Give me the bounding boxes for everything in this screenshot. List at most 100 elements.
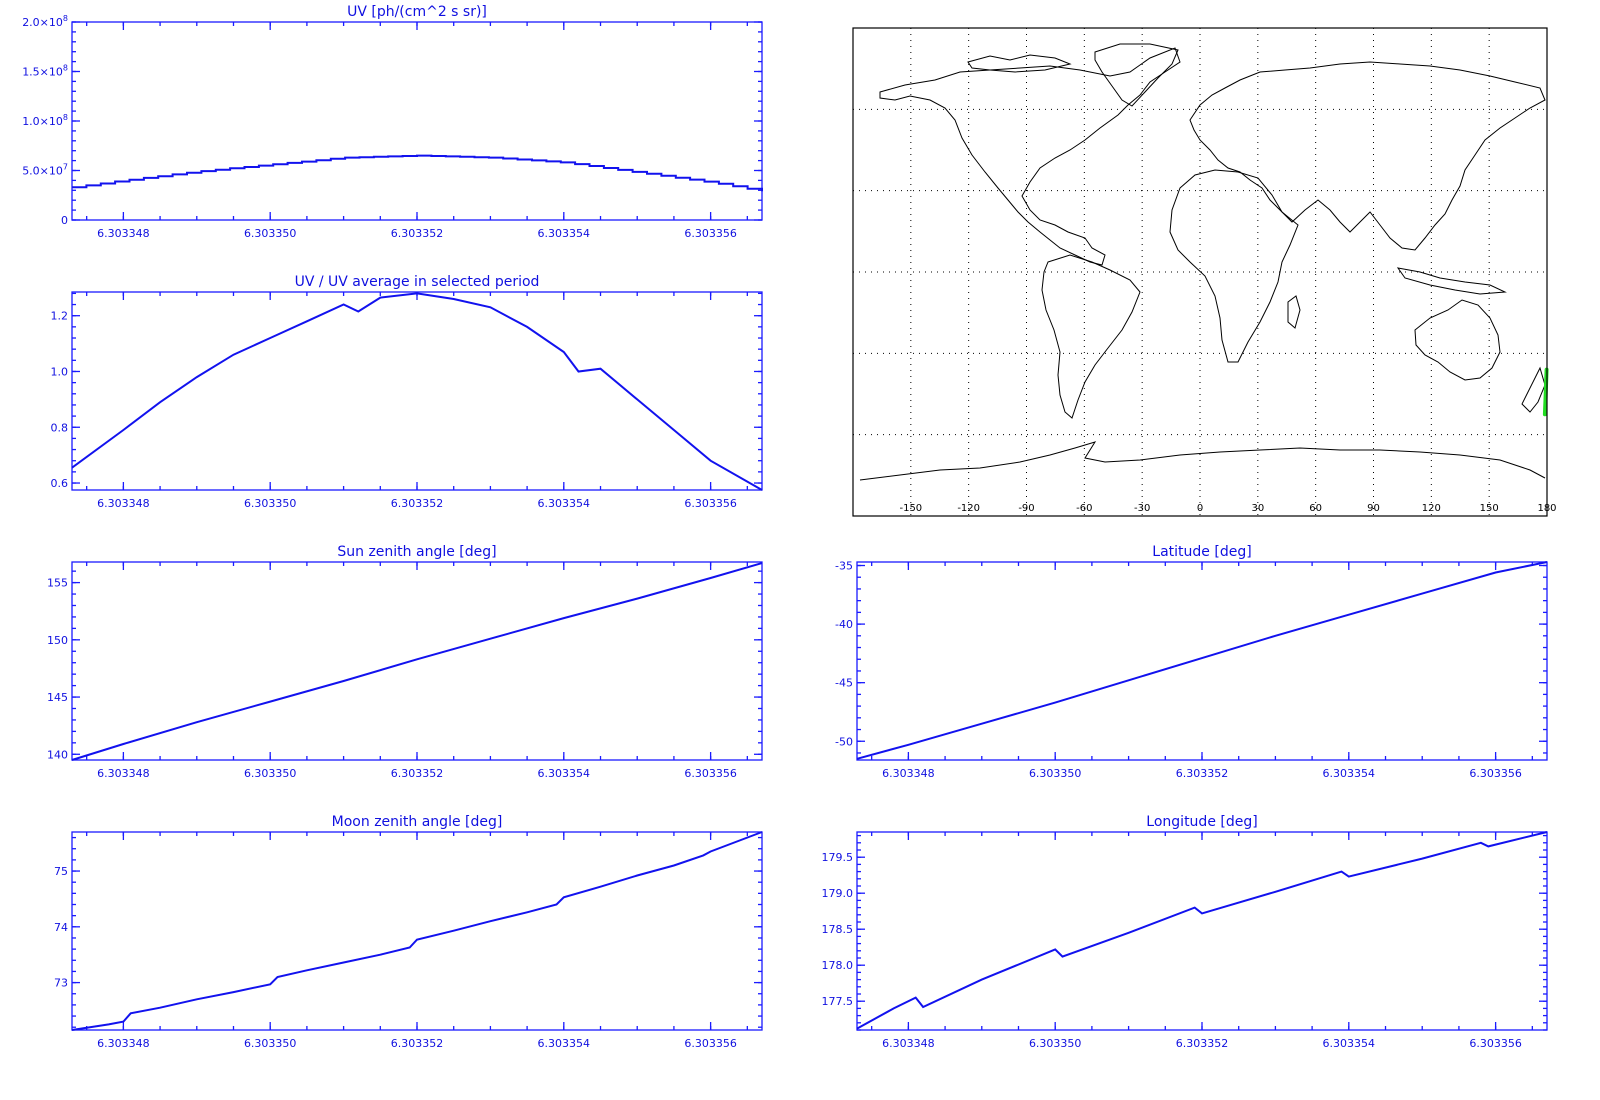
longitude-tick-label: 120: [1422, 503, 1441, 514]
x-tick-label: 6.303352: [1176, 767, 1229, 780]
y-tick-label: -45: [835, 677, 853, 690]
data-series-line: [71, 562, 763, 761]
y-tick-label: 1.5×108: [22, 64, 68, 79]
x-tick-label: 6.303348: [97, 767, 150, 780]
plot-frame: [856, 831, 1548, 1031]
coastlines: [859, 43, 1546, 481]
x-tick-label: 6.303356: [684, 497, 737, 510]
x-tick-label: 6.303348: [97, 497, 150, 510]
x-tick-label: 6.303356: [684, 227, 737, 240]
longitude-tick-label: -150: [899, 503, 922, 514]
uv-chart: UV [ph/(cm^2 s sr)] 6.303348 6.303350 6.303…: [22, 4, 763, 240]
x-tick-label: 6.303350: [244, 227, 297, 240]
y-tick-exponent: 8: [63, 14, 68, 23]
x-tick-label: 6.303356: [1469, 1037, 1522, 1050]
x-tick-label: 6.303354: [1323, 1037, 1376, 1050]
y-tick-label: 1.0: [51, 365, 69, 378]
y-tick-base: 1.0×10: [22, 115, 63, 128]
data-series-line: [71, 831, 763, 1031]
coastline-australia: [1414, 299, 1501, 381]
y-tick-label: 75: [54, 865, 68, 878]
y-tick-label: 178.0: [822, 959, 854, 972]
x-tick-label: 6.303354: [538, 227, 591, 240]
chart-title: Sun zenith angle [deg]: [337, 544, 496, 560]
x-tick-label: 6.303352: [391, 1037, 444, 1050]
y-tick-label: -35: [835, 560, 853, 573]
y-tick-label: 178.5: [822, 923, 854, 936]
x-tick-label: 6.303348: [882, 1037, 935, 1050]
y-tick-label: 0: [61, 214, 68, 227]
x-tick-label: 6.303348: [97, 1037, 150, 1050]
longitude-tick-label: -90: [1018, 503, 1034, 514]
y-tick-label: 1.2: [51, 310, 69, 323]
y-tick-label: 74: [54, 921, 68, 934]
y-tick-label: 179.5: [822, 851, 854, 864]
longitude-tick-label: -120: [957, 503, 980, 514]
x-tick-label: 6.303348: [97, 227, 150, 240]
x-tick-label: 6.303350: [1029, 767, 1082, 780]
y-tick-label: -50: [835, 735, 853, 748]
plot-frame: [71, 831, 763, 1031]
y-tick-label: 73: [54, 977, 68, 990]
y-tick-label: 179.0: [822, 887, 854, 900]
y-tick-base: 5.0×10: [22, 165, 63, 178]
x-tick-label: 6.303352: [391, 227, 444, 240]
y-tick-label: 0.8: [51, 421, 69, 434]
coastline-arctic-islands: [967, 54, 1072, 73]
y-tick-label: 2.0×108: [22, 14, 68, 29]
latitude-chart: Latitude [deg] 6.303348 6.303350 6.303352 6.…: [835, 544, 1548, 780]
data-series-line: [72, 154, 763, 192]
x-tick-label: 6.303356: [1469, 767, 1522, 780]
data-series-line: [856, 561, 1548, 760]
longitude-tick-label: -60: [1076, 503, 1092, 514]
longitude-tick-label: 0: [1197, 503, 1203, 514]
y-tick-exponent: 7: [63, 163, 68, 172]
y-tick-base: 0: [61, 214, 68, 227]
y-tick-label: -40: [835, 618, 853, 631]
data-series-line: [71, 292, 763, 491]
orbit-track: [1542, 367, 1549, 417]
chart-title: Longitude [deg]: [1146, 814, 1257, 830]
longitude-tick-label: 90: [1367, 503, 1380, 514]
longitude-tick-label: -30: [1134, 503, 1150, 514]
y-tick-label: 145: [47, 691, 68, 704]
x-tick-label: 6.303348: [882, 767, 935, 780]
y-tick-label: 1.0×108: [22, 113, 68, 128]
longitude-tick-label: 30: [1251, 503, 1264, 514]
coastline-south-america: [1041, 254, 1141, 419]
coastline-africa: [1169, 169, 1299, 363]
coastline-greenland: [1094, 43, 1179, 107]
x-tick-label: 6.303354: [1323, 767, 1376, 780]
y-tick-label: 177.5: [822, 995, 854, 1008]
x-tick-label: 6.303352: [391, 767, 444, 780]
coastline-madagascar: [1287, 295, 1301, 329]
y-tick-label: 155: [47, 577, 68, 590]
chart-title: Moon zenith angle [deg]: [332, 814, 503, 830]
sun-zenith-chart: Sun zenith angle [deg] 6.303348 6.303350 6.…: [47, 544, 763, 780]
chart-title: UV [ph/(cm^2 s sr)]: [347, 4, 487, 20]
longitude-tick-label: 60: [1309, 503, 1322, 514]
x-tick-label: 6.303356: [684, 1037, 737, 1050]
y-tick-label: 0.6: [51, 477, 69, 490]
x-tick-label: 6.303356: [684, 767, 737, 780]
x-tick-label: 6.303354: [538, 497, 591, 510]
x-tick-label: 6.303354: [538, 767, 591, 780]
map-ticks: -150 -120 -90 -60 -30 0 30 60 90 120 150 180: [899, 503, 1556, 514]
map-frame: [852, 27, 1548, 517]
data-series-line: [856, 831, 1548, 1030]
x-tick-label: 6.303350: [244, 1037, 297, 1050]
x-tick-label: 6.303352: [1176, 1037, 1229, 1050]
y-tick-label: 140: [47, 748, 68, 761]
y-tick-label: 5.0×107: [22, 163, 68, 178]
moon-zenith-chart: Moon zenith angle [deg] 6.303348 6.303350 6…: [54, 814, 763, 1050]
chart-title: Latitude [deg]: [1152, 544, 1251, 560]
x-tick-label: 6.303350: [244, 767, 297, 780]
coastline-antarctica: [859, 441, 1546, 481]
coastline-indonesia: [1396, 267, 1507, 295]
y-tick-label: 150: [47, 634, 68, 647]
coastline-north-america: [879, 47, 1181, 266]
longitude-chart: Longitude [deg] 6.303348 6.303350 6.303352 6…: [822, 814, 1548, 1050]
x-tick-label: 6.303354: [538, 1037, 591, 1050]
x-tick-label: 6.303350: [244, 497, 297, 510]
longitude-tick-label: 150: [1480, 503, 1499, 514]
